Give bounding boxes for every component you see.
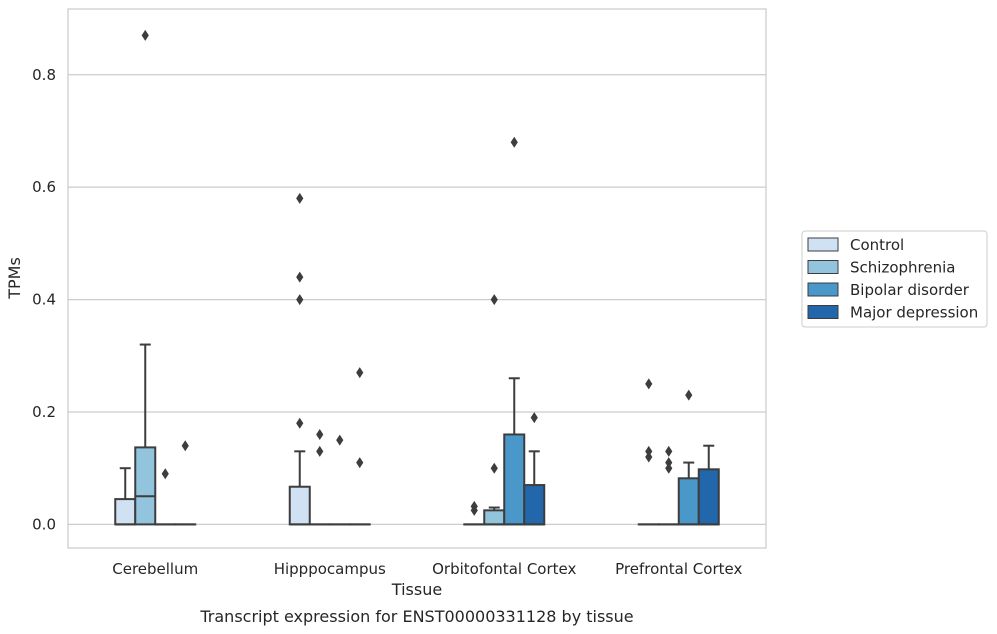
y-tick-label: 0.4 <box>32 291 56 309</box>
box-group <box>463 500 486 526</box>
outlier-point <box>645 378 653 390</box>
y-tick-labels: 0.0 0.2 0.4 0.6 0.8 <box>32 66 56 534</box>
outlier-point <box>510 136 518 148</box>
outlier-point <box>490 462 498 474</box>
box-group <box>697 444 720 526</box>
outlier-point <box>161 468 169 480</box>
legend-label: Control <box>850 236 904 254</box>
box <box>483 509 506 526</box>
box-group <box>174 440 197 526</box>
outlier-point <box>336 434 344 446</box>
x-tick-label: Orbitofontal Cortex <box>432 560 576 578</box>
x-tick-label: Prefrontal Cortex <box>615 560 742 578</box>
box-marks <box>114 29 720 526</box>
box-group <box>328 434 351 526</box>
y-tick-label: 0.6 <box>32 178 56 196</box>
box-group <box>154 468 177 526</box>
outlier-point <box>296 417 304 429</box>
y-axis-title: TPMs <box>5 257 24 300</box>
box <box>134 446 157 526</box>
box-group <box>114 467 137 526</box>
box <box>114 498 137 526</box>
outlier-point <box>665 457 673 469</box>
legend-swatch <box>807 282 839 297</box>
y-tick-label: 0.2 <box>32 403 56 421</box>
box-group <box>637 378 660 526</box>
y-tick-label: 0.8 <box>32 66 56 84</box>
outlier-point <box>296 192 304 204</box>
outlier-point <box>665 462 673 474</box>
box-group <box>308 428 331 526</box>
box-group <box>503 136 526 526</box>
box-group <box>657 445 680 526</box>
outlier-point <box>356 457 364 469</box>
y-tick-label: 0.0 <box>32 515 56 533</box>
box <box>523 484 546 526</box>
box-group <box>523 412 546 526</box>
legend-swatch <box>807 237 839 252</box>
x-tick-label: Cerebellum <box>112 560 198 578</box>
outlier-point <box>685 389 693 401</box>
box <box>503 433 526 526</box>
outlier-point <box>530 412 538 424</box>
legend-label: Bipolar disorder <box>850 281 970 299</box>
outlier-point <box>470 500 478 512</box>
outlier-point <box>645 445 653 457</box>
outlier-point <box>665 445 673 457</box>
outlier-point <box>296 294 304 306</box>
x-tick-labels: Cerebellum Hipppocampus Orbitofontal Corte… <box>112 560 742 578</box>
gridlines <box>68 74 766 526</box>
box-group <box>288 192 311 526</box>
box <box>677 477 700 526</box>
legend-label: Schizophrenia <box>850 259 955 277</box>
legend-frame <box>801 230 988 328</box>
outlier-point <box>356 367 364 379</box>
box-group <box>134 29 157 526</box>
x-axis-title: Tissue <box>391 580 442 599</box>
outlier-point <box>181 440 189 452</box>
plot-frame <box>67 8 767 549</box>
x-tick-label: Hipppocampus <box>274 560 386 578</box>
outlier-point <box>141 29 149 41</box>
box-group <box>348 367 371 526</box>
outlier-point <box>316 428 324 440</box>
outlier-point <box>316 445 324 457</box>
outlier-point <box>490 294 498 306</box>
box <box>288 485 311 526</box>
box <box>697 468 720 526</box>
box-group <box>677 389 700 526</box>
chart-caption: Transcript expression for ENST0000033112… <box>199 607 633 626</box>
outlier-point <box>645 451 653 463</box>
legend-label: Major depression <box>850 304 978 322</box>
legend: Control Schizophrenia Bipolar disorder Majo… <box>801 230 988 328</box>
legend-swatch <box>807 305 839 319</box>
outlier-point <box>296 271 304 283</box>
box-group <box>483 294 506 526</box>
legend-swatch <box>807 260 839 274</box>
